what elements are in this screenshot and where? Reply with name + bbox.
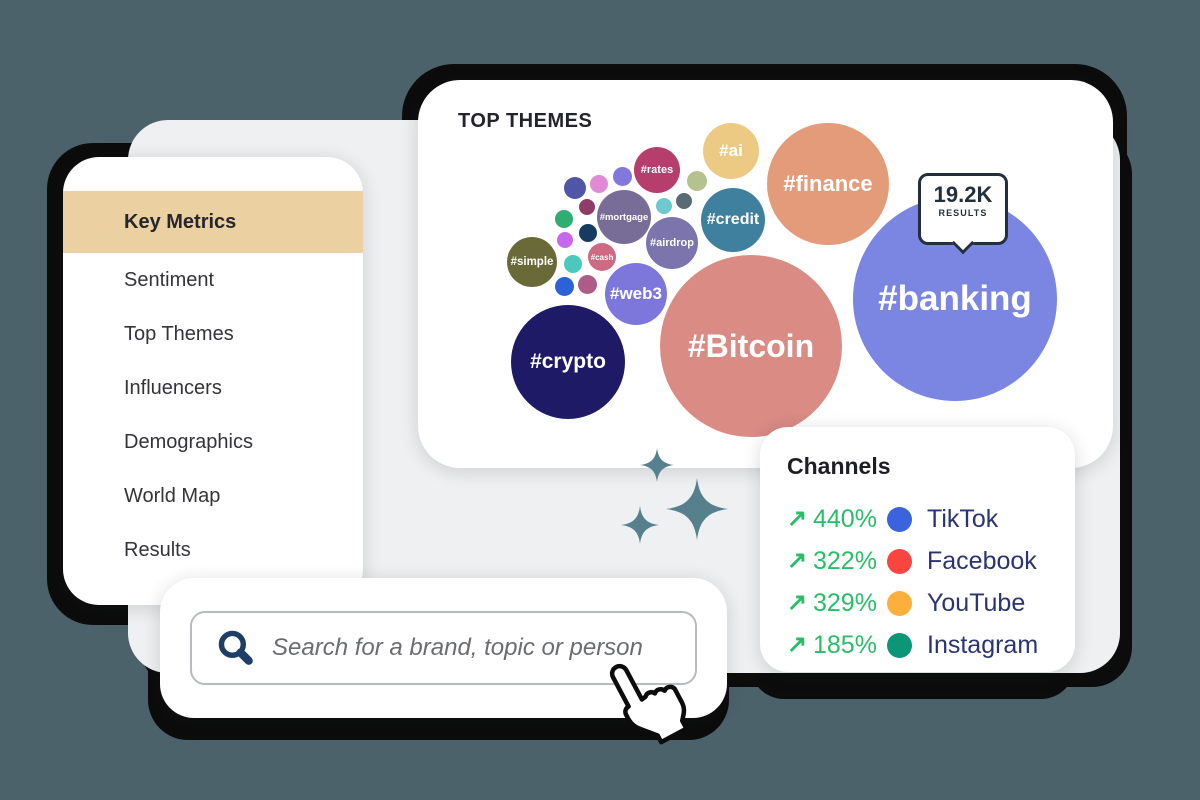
channel-row-facebook[interactable]: ↗ 322% Facebook — [787, 547, 1065, 575]
trend-up-arrow-icon: ↗ — [787, 631, 808, 658]
channel-change-percent: 329% — [813, 588, 877, 617]
bubble-bitcoin[interactable]: #Bitcoin — [660, 255, 842, 437]
bubble-airdrop[interactable]: #airdrop — [646, 217, 698, 269]
sidebar-item-influencers[interactable]: Influencers — [124, 376, 222, 399]
channel-label: Facebook — [927, 546, 1037, 575]
theme-dot[interactable] — [579, 224, 597, 242]
tiktok-dot-icon — [887, 506, 912, 532]
results-count-badge: 19.2K RESULTS — [918, 173, 1008, 255]
theme-dot[interactable] — [656, 198, 672, 214]
channels-card: Channels ↗ 440% TikTok ↗ 322% Facebook ↗ 329% Yo… — [760, 427, 1075, 672]
theme-dot[interactable] — [564, 255, 582, 273]
youtube-dot-icon — [887, 590, 912, 616]
instagram-dot-icon — [887, 632, 912, 658]
results-count-label: RESULTS — [938, 208, 988, 218]
trend-up-arrow-icon: ↗ — [787, 505, 808, 532]
channel-change-percent: 185% — [813, 630, 877, 659]
bubble-cash[interactable]: #cash — [588, 243, 616, 271]
channel-row-instagram[interactable]: ↗ 185% Instagram — [787, 631, 1065, 659]
theme-dot[interactable] — [687, 171, 707, 191]
sparkle-icon — [621, 506, 659, 544]
channel-label: TikTok — [927, 504, 999, 533]
channel-change-percent: 440% — [813, 504, 877, 533]
bubble-crypto[interactable]: #crypto — [511, 305, 625, 419]
results-count-value: 19.2K — [933, 182, 993, 207]
bubble-rates[interactable]: #rates — [634, 147, 680, 193]
sparkle-icon — [640, 448, 674, 482]
channel-row-youtube[interactable]: ↗ 329% YouTube — [787, 589, 1065, 617]
sidebar-menu-card: Key Metrics Sentiment Top Themes Influencer… — [63, 157, 363, 605]
bubble-credit[interactable]: #credit — [701, 188, 765, 252]
sidebar-menu: Key Metrics Sentiment Top Themes Influencer… — [63, 191, 363, 577]
theme-dot[interactable] — [676, 193, 692, 209]
trend-up-arrow-icon: ↗ — [787, 547, 808, 574]
channel-change-percent: 322% — [813, 546, 877, 575]
sidebar-item-top-themes[interactable]: Top Themes — [124, 322, 234, 345]
channels-list: ↗ 440% TikTok ↗ 322% Facebook ↗ 329% YouTube ↗ 185… — [787, 505, 1065, 659]
theme-dot[interactable] — [612, 166, 632, 186]
facebook-dot-icon — [887, 548, 912, 574]
sidebar-item-results[interactable]: Results — [124, 538, 191, 561]
theme-dot[interactable] — [590, 175, 608, 193]
hand-cursor-icon — [609, 663, 689, 745]
theme-dot[interactable] — [557, 232, 573, 248]
trend-up-arrow-icon: ↗ — [787, 589, 808, 616]
search-card — [160, 578, 727, 718]
theme-bubble-chart: #cash #simple #rates #airdrop #mortgage #ai #w… — [418, 80, 1113, 468]
theme-dot[interactable] — [577, 274, 597, 294]
theme-dot[interactable] — [555, 210, 573, 228]
channels-title: Channels — [787, 453, 891, 479]
channel-label: Instagram — [927, 630, 1039, 659]
bubble-ai[interactable]: #ai — [703, 123, 759, 179]
bubble-finance[interactable]: #finance — [767, 123, 889, 245]
sidebar-item-sentiment[interactable]: Sentiment — [124, 268, 215, 291]
sidebar-item-demographics[interactable]: Demographics — [124, 430, 253, 453]
top-themes-card: TOP THEMES #cash #simple #rates #airdrop #mo… — [418, 80, 1113, 468]
theme-dot[interactable] — [579, 199, 595, 215]
sidebar-item-key-metrics[interactable]: Key Metrics — [63, 191, 363, 253]
theme-dot[interactable] — [564, 177, 586, 199]
theme-dot[interactable] — [554, 276, 574, 296]
top-themes-title: TOP THEMES — [458, 110, 593, 132]
search-input[interactable] — [256, 633, 695, 663]
channel-row-tiktok[interactable]: ↗ 440% TikTok — [787, 505, 1065, 533]
channel-label: YouTube — [927, 588, 1026, 617]
sparkle-icon — [666, 478, 728, 540]
bubble-simple[interactable]: #simple — [507, 237, 557, 287]
search-icon — [218, 630, 253, 665]
bubble-mortgage[interactable]: #mortgage — [597, 190, 651, 244]
bubble-web3[interactable]: #web3 — [605, 263, 667, 325]
sidebar-item-world-map[interactable]: World Map — [124, 484, 221, 507]
